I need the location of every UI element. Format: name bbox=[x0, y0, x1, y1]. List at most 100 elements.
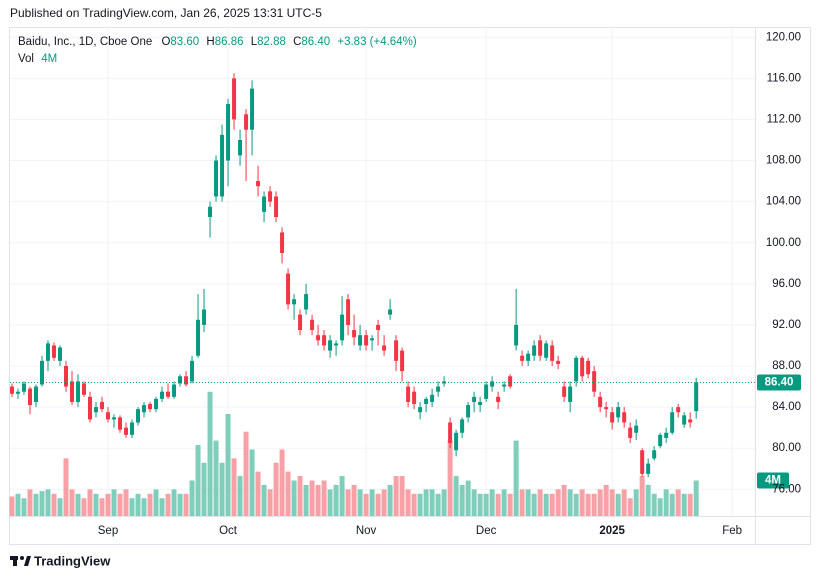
candles bbox=[9, 73, 699, 477]
volume-bar bbox=[75, 493, 81, 516]
candle-body bbox=[232, 78, 237, 120]
candle-body bbox=[652, 450, 657, 459]
volume-bar bbox=[309, 480, 315, 516]
volume-bar bbox=[303, 484, 309, 516]
grid bbox=[10, 28, 755, 516]
candle-body bbox=[538, 340, 543, 356]
last-volume-label: 4M bbox=[765, 475, 781, 487]
candle-body bbox=[556, 360, 561, 364]
candle-body bbox=[316, 335, 321, 341]
candle-body bbox=[88, 396, 93, 420]
volume-bar bbox=[435, 493, 441, 516]
candle-body bbox=[634, 425, 639, 433]
candle-body bbox=[148, 404, 153, 410]
volume-bar bbox=[57, 498, 63, 516]
legend: Baidu, Inc., 1D, Cboe One O83.60 H86.86 … bbox=[18, 36, 417, 48]
legend-c-value: 86.40 bbox=[301, 36, 330, 48]
y-tick-label: 80.00 bbox=[772, 442, 801, 454]
volume-bar bbox=[441, 489, 447, 516]
candle-body bbox=[292, 299, 297, 305]
candle-body bbox=[57, 347, 62, 361]
volume-bar bbox=[663, 489, 669, 516]
volume-bar bbox=[177, 493, 183, 516]
candle-body bbox=[484, 384, 489, 399]
legend-o-value: 83.60 bbox=[170, 36, 199, 48]
candle-body bbox=[682, 415, 687, 425]
volume-bar bbox=[321, 480, 327, 516]
legend-c-label: C bbox=[293, 36, 301, 48]
x-tick-label: 2025 bbox=[599, 525, 625, 537]
candle-body bbox=[406, 386, 411, 402]
logo-slash bbox=[24, 556, 31, 566]
candle-body bbox=[136, 409, 141, 423]
volume-bar bbox=[543, 493, 549, 516]
volume-bar bbox=[675, 489, 681, 516]
volume-bar bbox=[27, 489, 33, 516]
candle-body bbox=[63, 366, 68, 387]
candle-body bbox=[418, 407, 423, 413]
volume-bar bbox=[429, 489, 435, 516]
candle-body bbox=[424, 398, 429, 405]
candle-body bbox=[214, 160, 219, 197]
candle-body bbox=[220, 134, 225, 197]
legend-h-value: 86.86 bbox=[215, 36, 244, 48]
y-tick-label: 88.00 bbox=[772, 360, 801, 372]
volume-bar bbox=[147, 493, 153, 516]
volume-bar bbox=[171, 489, 177, 516]
volume-bar bbox=[225, 413, 231, 516]
volume-bar bbox=[165, 493, 171, 516]
candle-body bbox=[544, 343, 549, 358]
volume-bar bbox=[609, 489, 615, 516]
candle-body bbox=[286, 273, 291, 305]
last-price-label: 86.40 bbox=[765, 376, 794, 388]
volume-bar bbox=[645, 484, 651, 516]
candle-body bbox=[154, 398, 159, 410]
candle-body bbox=[454, 432, 459, 451]
volume-bar bbox=[195, 445, 201, 516]
legend-change: +3.83 (+4.64%) bbox=[337, 36, 416, 48]
candle-body bbox=[412, 391, 417, 405]
candle-body bbox=[448, 422, 453, 444]
candle-body bbox=[262, 196, 267, 212]
volume-bar bbox=[423, 489, 429, 516]
candle-body bbox=[490, 381, 495, 387]
candle-body bbox=[178, 376, 183, 384]
candle-body bbox=[532, 345, 537, 356]
volume-bar bbox=[621, 489, 627, 516]
candle-body bbox=[298, 314, 303, 331]
legend-l-value: 82.88 bbox=[257, 36, 286, 48]
candle-body bbox=[472, 396, 477, 402]
legend-symbol: Baidu, Inc., 1D, Cboe One bbox=[18, 36, 152, 48]
candle-body bbox=[76, 381, 81, 402]
volume-bar bbox=[111, 489, 117, 516]
volume-bar bbox=[213, 440, 219, 516]
candle-body bbox=[508, 376, 513, 387]
overlay: 86.40 4M bbox=[10, 374, 801, 489]
legend-volume-value: 4M bbox=[41, 53, 57, 65]
candle-body bbox=[172, 384, 177, 397]
x-tick-label: Feb bbox=[722, 525, 742, 537]
candle-body bbox=[304, 294, 309, 310]
volume-bar bbox=[9, 496, 15, 516]
candle-body bbox=[256, 181, 261, 187]
logo-stem bbox=[13, 556, 17, 566]
y-tick-label: 120.00 bbox=[766, 31, 801, 43]
candle-body bbox=[442, 381, 447, 384]
chart-frame bbox=[9, 27, 811, 545]
candle-body bbox=[376, 324, 381, 331]
volume-bar bbox=[189, 480, 195, 516]
volume-bar bbox=[633, 489, 639, 516]
candle-body bbox=[51, 345, 56, 358]
volume-bar bbox=[507, 493, 513, 516]
candle-body bbox=[118, 417, 123, 430]
volume-bar bbox=[453, 476, 459, 516]
candle-body bbox=[460, 419, 465, 433]
volume-bar bbox=[159, 498, 165, 516]
volume-bar bbox=[399, 476, 405, 516]
volume-bar bbox=[393, 476, 399, 516]
candle-body bbox=[250, 88, 255, 130]
candle-body bbox=[208, 206, 213, 218]
candle-body bbox=[322, 335, 327, 346]
volume-bar bbox=[513, 440, 519, 516]
volume-bar bbox=[381, 489, 387, 516]
